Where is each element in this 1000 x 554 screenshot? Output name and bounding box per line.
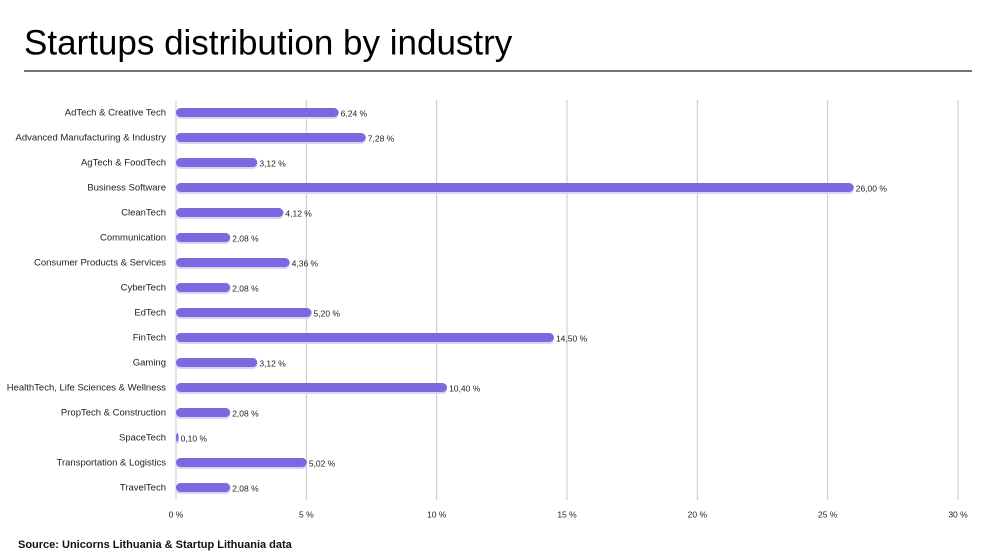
value-label: 4,12 % (285, 208, 312, 218)
value-label: 5,20 % (314, 308, 341, 318)
value-label: 3,12 % (259, 158, 286, 168)
bar (176, 333, 554, 342)
chart-title: Startups distribution by industry (24, 23, 513, 62)
bar (176, 308, 312, 317)
bar (176, 383, 448, 392)
x-tick-label: 15 % (557, 509, 577, 519)
x-tick-label: 20 % (688, 509, 708, 519)
y-tick-label: AgTech & FoodTech (81, 158, 166, 169)
x-tick-label: 0 % (169, 509, 184, 519)
value-label: 2,08 % (232, 233, 259, 243)
y-tick-label: AdTech & Creative Tech (65, 108, 166, 119)
y-tick-label: Communication (100, 233, 166, 244)
y-tick-label: EdTech (134, 308, 166, 319)
x-tick-label: 30 % (948, 509, 968, 519)
bar (176, 133, 366, 142)
x-tick-label: 10 % (427, 509, 447, 519)
y-tick-label: Advanced Manufacturing & Industry (15, 133, 166, 144)
value-label: 2,08 % (232, 408, 259, 418)
bar (176, 483, 231, 492)
source-note: Source: Unicorns Lithuania & Startup Lit… (18, 539, 293, 551)
bar (176, 108, 339, 117)
bar (176, 408, 231, 417)
value-label: 7,28 % (368, 133, 395, 143)
value-label: 2,08 % (232, 483, 259, 493)
bar (176, 358, 258, 367)
y-tick-label: Gaming (133, 358, 166, 369)
bar (176, 458, 307, 467)
y-tick-label: Consumer Products & Services (34, 258, 166, 269)
value-label: 5,02 % (309, 458, 336, 468)
value-label: 4,36 % (292, 258, 319, 268)
x-tick-label: 25 % (818, 509, 838, 519)
value-label: 2,08 % (232, 283, 259, 293)
bar (176, 208, 284, 217)
y-tick-label: Business Software (87, 183, 166, 194)
y-tick-label: CyberTech (121, 283, 166, 294)
value-label: 10,40 % (449, 383, 481, 393)
value-label: 3,12 % (259, 358, 286, 368)
y-tick-label: FinTech (133, 333, 166, 344)
bar (176, 158, 258, 167)
y-tick-label: PropTech & Construction (61, 408, 166, 419)
x-tick-label: 5 % (299, 509, 314, 519)
value-label: 6,24 % (341, 108, 368, 118)
bar (176, 233, 231, 242)
y-tick-label: SpaceTech (119, 433, 166, 444)
y-tick-label: Transportation & Logistics (57, 458, 167, 469)
bar (176, 433, 179, 442)
value-label: 26,00 % (856, 183, 888, 193)
bar (176, 283, 231, 292)
value-label: 0,10 % (181, 433, 208, 443)
bar (176, 183, 854, 192)
y-tick-label: CleanTech (121, 208, 166, 219)
value-label: 14,50 % (556, 333, 588, 343)
y-tick-label: HealthTech, Life Sciences & Wellness (7, 383, 167, 394)
bar (176, 258, 290, 267)
y-tick-label: TravelTech (120, 483, 166, 494)
